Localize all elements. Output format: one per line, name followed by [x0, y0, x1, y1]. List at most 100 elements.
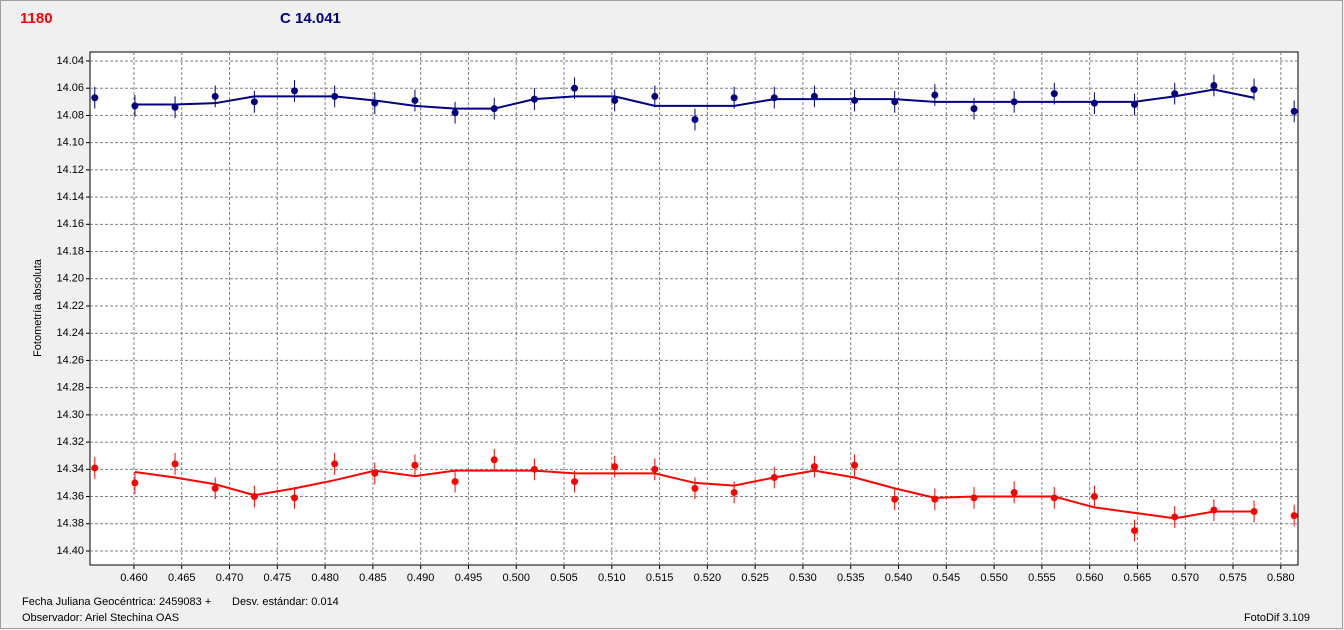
x-tick-label: 0.490 — [407, 572, 435, 584]
y-tick-label: 14.32 — [56, 436, 84, 448]
y-tick-label: 14.22 — [56, 300, 84, 312]
y-tick-label: 14.28 — [56, 382, 84, 394]
data-point — [91, 94, 99, 102]
y-tick-label: 14.20 — [56, 273, 84, 285]
data-point — [490, 105, 498, 113]
y-axis-label: Fotometría absoluta — [32, 258, 44, 357]
x-tick-label: 0.480 — [311, 572, 339, 584]
data-point — [171, 460, 179, 468]
data-point — [1010, 488, 1018, 496]
fit-line — [134, 88, 1255, 110]
data-point — [571, 84, 579, 92]
y-tick-label: 14.34 — [56, 463, 84, 475]
data-point — [1290, 512, 1298, 520]
y-tick-label: 14.14 — [56, 191, 84, 203]
data-point — [691, 116, 699, 124]
data-point — [291, 494, 299, 502]
data-point — [611, 463, 619, 471]
data-point — [810, 463, 818, 471]
data-point — [1131, 101, 1139, 109]
data-point — [1090, 99, 1098, 107]
y-tick-label: 14.26 — [56, 354, 84, 366]
data-point — [451, 109, 459, 117]
data-point — [91, 464, 99, 472]
data-point — [1171, 90, 1179, 98]
data-point — [1250, 508, 1258, 516]
data-point — [131, 102, 139, 110]
data-point — [730, 94, 738, 102]
data-point — [250, 493, 258, 501]
data-point — [1050, 494, 1058, 502]
data-point — [571, 478, 579, 486]
x-tick-label: 0.550 — [980, 572, 1008, 584]
data-point — [770, 473, 778, 481]
data-point — [851, 461, 859, 469]
data-point — [211, 484, 219, 492]
data-point — [331, 460, 339, 468]
data-point — [851, 96, 859, 104]
x-tick-label: 0.580 — [1267, 572, 1295, 584]
data-point — [171, 103, 179, 111]
data-point — [1171, 513, 1179, 521]
x-tick-label: 0.470 — [216, 572, 244, 584]
data-point — [730, 488, 738, 496]
data-point — [490, 456, 498, 464]
x-tick-label: 0.555 — [1028, 572, 1056, 584]
y-tick-label: 14.36 — [56, 490, 84, 502]
y-tick-label: 14.12 — [56, 164, 84, 176]
series-title: 1180 — [20, 10, 53, 27]
y-tick-label: 14.18 — [56, 245, 84, 257]
data-point — [291, 87, 299, 95]
x-tick-label: 0.575 — [1219, 572, 1247, 584]
data-point — [1210, 81, 1218, 89]
y-tick-label: 14.30 — [56, 409, 84, 421]
x-tick-label: 0.530 — [789, 572, 817, 584]
x-tick-label: 0.525 — [741, 572, 769, 584]
data-point — [411, 461, 419, 469]
x-tick-label: 0.465 — [168, 572, 196, 584]
y-tick-label: 14.08 — [56, 109, 84, 121]
x-tick-label: 0.510 — [598, 572, 626, 584]
x-tick-label: 0.570 — [1171, 572, 1199, 584]
data-point — [651, 92, 659, 100]
x-tick-label: 0.485 — [359, 572, 387, 584]
data-point — [451, 478, 459, 486]
data-point — [250, 98, 258, 106]
y-tick-label: 14.04 — [56, 55, 84, 67]
y-tick-label: 14.06 — [56, 82, 84, 94]
data-point — [691, 484, 699, 492]
plot-area — [89, 51, 1299, 566]
data-point — [371, 99, 379, 107]
data-point — [970, 494, 978, 502]
data-point — [810, 92, 818, 100]
x-tick-label: 0.460 — [120, 572, 148, 584]
footer-text: Observador: Ariel Stechina OAS — [22, 612, 179, 624]
data-point — [1250, 86, 1258, 94]
footer-text: Fecha Juliana Geocéntrica: 2459083 + — [22, 596, 211, 608]
x-tick-label: 0.535 — [837, 572, 865, 584]
data-point — [1010, 98, 1018, 106]
data-point — [1290, 107, 1298, 115]
data-point — [530, 95, 538, 103]
data-point — [931, 495, 939, 503]
footer-text: Desv. estándar: 0.014 — [232, 596, 339, 608]
x-tick-label: 0.545 — [933, 572, 961, 584]
x-tick-label: 0.515 — [646, 572, 674, 584]
data-point — [770, 94, 778, 102]
footer-text: FotoDif 3.109 — [1244, 612, 1310, 624]
data-point — [651, 465, 659, 473]
y-tick-label: 14.24 — [56, 327, 84, 339]
x-tick-label: 0.495 — [455, 572, 483, 584]
data-point — [611, 96, 619, 104]
data-point — [331, 92, 339, 100]
data-point — [1050, 90, 1058, 98]
data-point — [1131, 527, 1139, 535]
data-point — [891, 495, 899, 503]
data-point — [931, 91, 939, 99]
data-point — [371, 469, 379, 477]
x-tick-label: 0.500 — [502, 572, 530, 584]
data-point — [411, 96, 419, 104]
data-point — [1090, 493, 1098, 501]
x-tick-label: 0.475 — [264, 572, 292, 584]
